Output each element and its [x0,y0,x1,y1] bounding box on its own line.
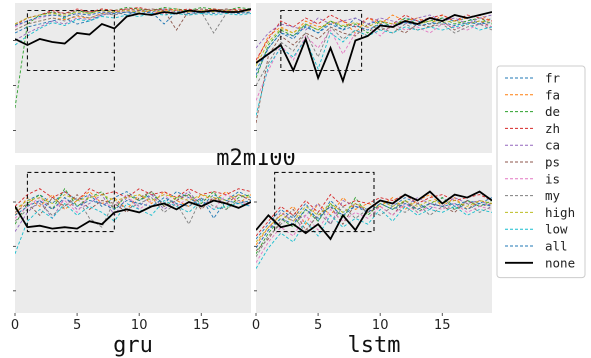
series-line-is [256,23,492,101]
panel-4: 0 5 10 15 lstm [252,165,492,358]
x-tick-label: 15 [434,318,451,333]
legend-label-none: none [545,255,575,270]
series-line-zh [15,7,251,26]
legend-label-all: all [545,239,568,254]
highlight-box [274,171,375,233]
x-tick-label: 10 [372,318,389,333]
panel-1: m2m100 [13,3,296,171]
series-line-my [256,202,492,258]
legend-label-zh: zh [545,121,560,136]
x-tick-label: 15 [193,318,210,333]
series-line-low [15,199,251,254]
panel-background [256,3,492,153]
panel-background [15,165,251,313]
x-tick-label: 5 [314,318,322,333]
series-line-ps [256,20,492,124]
panel-3: 0 5 10 15 gru [11,165,251,358]
panel-title: gru [113,333,153,358]
series-line-ps [15,191,251,216]
legend-label-low: low [545,222,568,237]
series-line-zh [256,14,492,61]
series-line-none [15,199,251,230]
legend-label-high: high [545,205,575,220]
legend-label-fr: fr [545,71,561,86]
series-line-high [256,20,492,67]
series-line-high [15,10,251,25]
series-line-my [15,11,251,34]
highlight-box [26,9,115,72]
highlight-box [26,171,115,233]
series-line-high [256,199,492,243]
legend-label-ca: ca [545,138,560,153]
series-line-my [15,196,251,228]
series-line-ca [256,14,492,49]
panel-2 [254,3,492,153]
series-line-zh [15,188,251,207]
series-line-fr [15,8,251,34]
series-line-fr [256,17,492,71]
series-line-none [256,190,492,241]
legend-label-is: is [545,171,560,186]
series-line-de [15,7,251,109]
x-tick-label: 0 [11,318,19,333]
series-line-all [15,196,251,220]
legend-label-fa: fa [545,87,560,102]
panel-title: lstm [348,333,401,358]
series-line-all [15,11,251,26]
series-line-ca [256,197,492,249]
series-line-low [256,23,492,116]
x-tick-label: 10 [131,318,148,333]
legend-frame [496,65,586,279]
panel-background [15,3,251,153]
series-line-de [15,187,251,225]
legend-label-de: de [545,104,560,119]
series-line-none [256,11,492,84]
legend-label-ps: ps [545,155,560,170]
legend-label-my: my [545,188,561,203]
x-tick-label: 0 [252,318,260,333]
series-line-fr [15,191,251,210]
x-tick-label: 5 [73,318,81,333]
series-line-none [15,8,251,46]
